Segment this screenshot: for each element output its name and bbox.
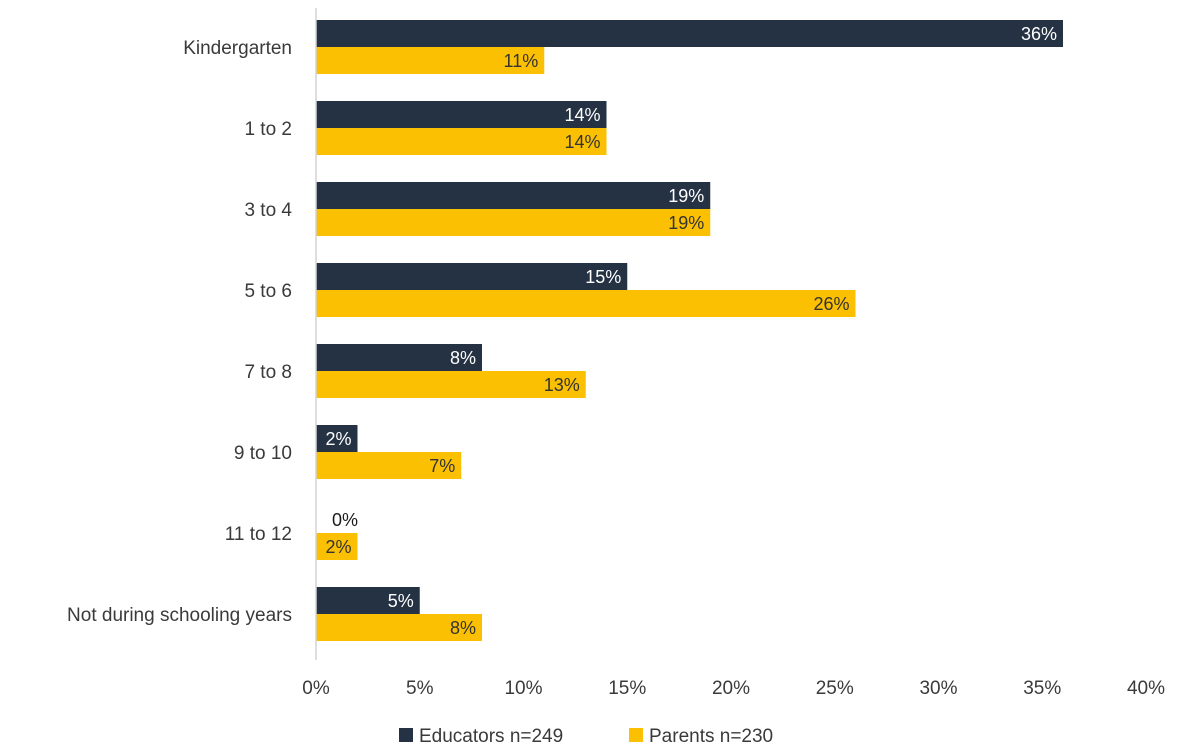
- bar-value-label: 7%: [429, 456, 455, 476]
- x-tick-label: 0%: [302, 678, 330, 699]
- parents-bar: [316, 209, 711, 236]
- bar-value-label: 26%: [813, 294, 849, 314]
- parents-bar: [316, 614, 482, 641]
- bars: [316, 20, 1063, 641]
- educators-bar: [316, 587, 420, 614]
- legend-label: Parents n=230: [649, 726, 773, 747]
- category-label: 7 to 8: [244, 362, 292, 383]
- category-label: 9 to 10: [234, 443, 292, 464]
- bar-value-label: 0%: [332, 510, 358, 530]
- x-tick-label: 40%: [1127, 678, 1165, 699]
- bar-value-label: 2%: [325, 537, 351, 557]
- bar-value-label: 11%: [504, 51, 539, 71]
- x-tick-label: 20%: [712, 678, 750, 699]
- parents-bar: [316, 452, 462, 479]
- x-tick-label: 15%: [608, 678, 646, 699]
- legend: Educators n=249 Parents n=230: [399, 726, 773, 747]
- parents-legend-swatch: [629, 728, 643, 742]
- category-label: 5 to 6: [244, 281, 292, 302]
- educators-bar: [316, 344, 482, 371]
- category-labels: Kindergarten 1 to 2 3 to 4 5 to 6 7 to 8 9 to…: [67, 38, 292, 626]
- x-tick-label: 30%: [919, 678, 957, 699]
- category-label: Kindergarten: [183, 38, 292, 59]
- category-label: 1 to 2: [244, 119, 292, 140]
- category-label: Not during schooling years: [67, 605, 292, 626]
- legend-label: Educators n=249: [419, 726, 563, 747]
- educators-legend-swatch: [399, 728, 413, 742]
- educators-bar: [316, 101, 607, 128]
- bar-value-label: 19%: [668, 213, 704, 233]
- parents-bar: [316, 128, 607, 155]
- bar-value-label: 14%: [564, 132, 600, 152]
- bar-value-label: 36%: [1021, 24, 1057, 44]
- category-label: 11 to 12: [225, 524, 292, 545]
- bar-value-labels: 36% 11% 14% 14% 19% 19% 15% 26% 8% 13% 2% 7% 0% 2% 5% 8…: [325, 24, 1057, 638]
- bar-value-label: 5%: [388, 591, 414, 611]
- x-axis-tick-labels: 0% 5% 10% 15% 20% 25% 30% 35% 40%: [302, 678, 1165, 699]
- bar-value-label: 15%: [585, 267, 621, 287]
- bar-value-label: 13%: [544, 375, 580, 395]
- educators-bar: [316, 20, 1063, 47]
- educators-bar: [316, 425, 358, 452]
- category-label: 3 to 4: [244, 200, 292, 221]
- parents-bar: [316, 47, 545, 74]
- parents-bar: [316, 533, 358, 560]
- parents-bar: [316, 290, 856, 317]
- bar-value-label: 8%: [450, 618, 476, 638]
- bar-value-label: 8%: [450, 348, 476, 368]
- bar-value-label: 19%: [668, 186, 704, 206]
- bar-value-label: 14%: [564, 105, 600, 125]
- educators-bar: [316, 263, 628, 290]
- x-tick-label: 5%: [406, 678, 434, 699]
- x-tick-label: 25%: [816, 678, 854, 699]
- educators-bar: [316, 182, 711, 209]
- x-tick-label: 35%: [1023, 678, 1061, 699]
- x-tick-label: 10%: [504, 678, 542, 699]
- parents-bar: [316, 371, 586, 398]
- bar-value-label: 2%: [325, 429, 351, 449]
